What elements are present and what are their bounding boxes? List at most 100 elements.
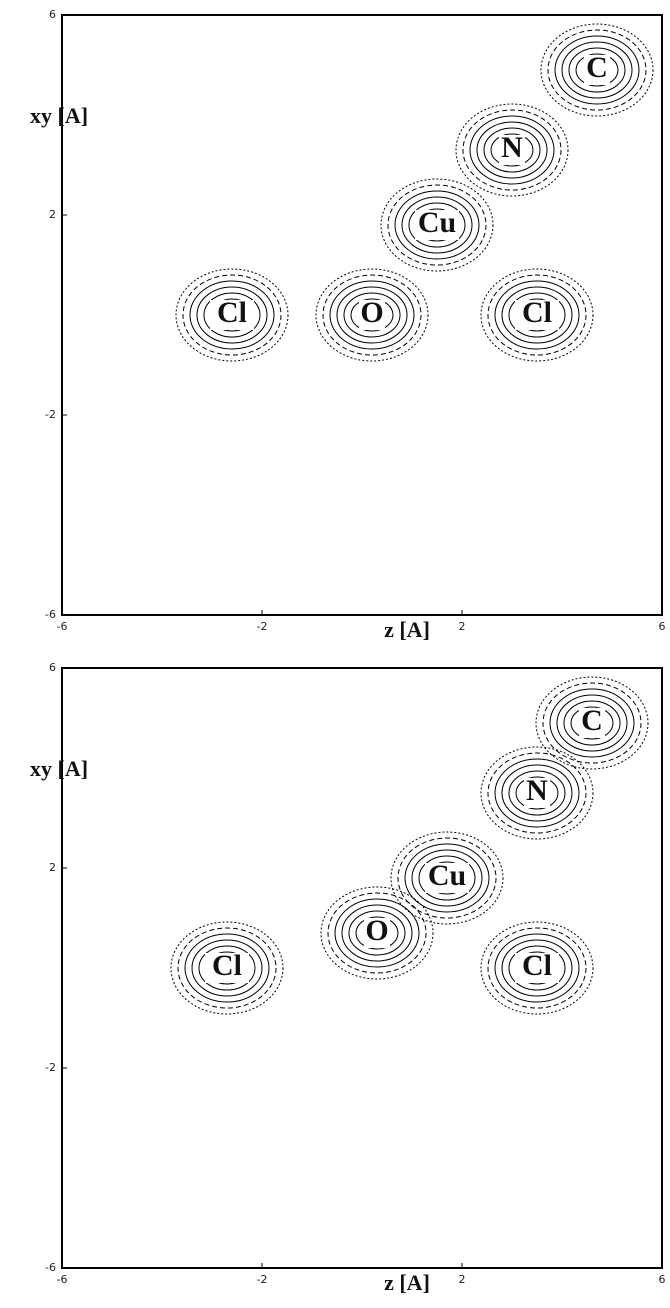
- contour-line: [487, 274, 587, 356]
- y-tick-label: -6: [45, 608, 56, 621]
- atom-label: O: [365, 914, 388, 947]
- atom-label: Cl: [212, 949, 242, 982]
- contour-line: [182, 274, 282, 356]
- label-bg: [499, 135, 525, 165]
- contour-line: [341, 904, 413, 962]
- contour-line: [390, 831, 504, 925]
- x-tick-label: -2: [257, 620, 268, 633]
- contour-line: [203, 292, 261, 338]
- x-tick-label: 6: [659, 1273, 666, 1286]
- atom-label: Cl: [522, 949, 552, 982]
- label-bg: [205, 953, 249, 983]
- contour-line: [476, 121, 548, 179]
- contour-line: [542, 682, 642, 764]
- atom-label: C: [586, 51, 608, 84]
- x-tick-label: 2: [459, 1273, 466, 1286]
- contour-line: [355, 916, 399, 950]
- contour-line: [184, 933, 270, 1003]
- contour-line: [334, 898, 420, 968]
- contour-line: [198, 945, 256, 991]
- contour-line: [483, 127, 541, 173]
- contour-line: [487, 927, 587, 1009]
- x-axis-label: z [A]: [384, 617, 430, 642]
- contour-line: [175, 268, 289, 362]
- contour-line: [480, 921, 594, 1015]
- x-tick-label: -2: [257, 1273, 268, 1286]
- label-bg: [364, 918, 390, 948]
- label-bg: [515, 953, 559, 983]
- y-tick-label: -6: [45, 1261, 56, 1274]
- y-tick-label: 2: [49, 861, 56, 874]
- contour-line: [490, 133, 534, 167]
- y-tick-label: 6: [49, 661, 56, 674]
- contour-line: [408, 202, 466, 248]
- x-axis-label: z [A]: [384, 1270, 430, 1295]
- contour-line: [418, 855, 476, 901]
- contour-line: [401, 196, 473, 254]
- contour-line: [322, 274, 422, 356]
- y-axis-label: xy [A]: [30, 756, 88, 781]
- contour-line: [570, 706, 614, 740]
- contour-line: [315, 268, 429, 362]
- contour-line: [540, 23, 654, 117]
- label-bg: [359, 300, 385, 330]
- contour-line: [556, 694, 628, 752]
- label-bg: [524, 778, 550, 808]
- atom-label: C: [581, 704, 603, 737]
- contour-line: [170, 921, 284, 1015]
- contour-line: [535, 676, 649, 770]
- contour-line: [515, 776, 559, 810]
- x-tick-label: 2: [459, 620, 466, 633]
- contour-line: [508, 945, 566, 991]
- contour-line: [508, 770, 566, 816]
- contour-line: [561, 41, 633, 99]
- contour-line: [487, 752, 587, 834]
- atom-label: N: [501, 131, 523, 164]
- contour-line: [327, 892, 427, 974]
- contour-line: [568, 47, 626, 93]
- contour-line: [177, 927, 277, 1009]
- atom-label: O: [360, 296, 383, 329]
- contour-line: [575, 53, 619, 87]
- atom-label: Cl: [522, 296, 552, 329]
- contour-line: [501, 764, 573, 822]
- contour-line: [397, 837, 497, 919]
- contour-line: [494, 758, 580, 828]
- plot-frame: [61, 667, 663, 1269]
- atom-label: Cl: [217, 296, 247, 329]
- contour-line: [189, 280, 275, 350]
- x-tick-label: -6: [57, 1273, 68, 1286]
- contour-line: [387, 184, 487, 266]
- contour-line: [380, 178, 494, 272]
- label-bg: [584, 55, 610, 85]
- label-bg: [425, 863, 469, 893]
- contour-line: [348, 910, 406, 956]
- contour-line: [469, 115, 555, 185]
- contour-line: [508, 292, 566, 338]
- contour-line: [480, 268, 594, 362]
- y-tick-label: 6: [49, 8, 56, 21]
- contour-line: [480, 746, 594, 840]
- contour-line: [455, 103, 569, 197]
- contour-line: [191, 939, 263, 997]
- contour-line: [320, 886, 434, 980]
- contour-line: [404, 843, 490, 913]
- contour-line: [563, 700, 621, 746]
- contour-line: [411, 849, 483, 907]
- contour-line: [501, 286, 573, 344]
- label-bg: [210, 300, 254, 330]
- contour-line: [394, 190, 480, 260]
- contour-line: [350, 298, 394, 332]
- contour-line: [336, 286, 408, 344]
- contour-line: [494, 933, 580, 1003]
- contour-line: [547, 29, 647, 111]
- y-tick-label: -2: [45, 408, 56, 421]
- label-bg: [515, 300, 559, 330]
- x-tick-label: -6: [57, 620, 68, 633]
- atom-label: N: [526, 774, 548, 807]
- contour-line: [554, 35, 640, 105]
- contour-line: [343, 292, 401, 338]
- contour-line: [329, 280, 415, 350]
